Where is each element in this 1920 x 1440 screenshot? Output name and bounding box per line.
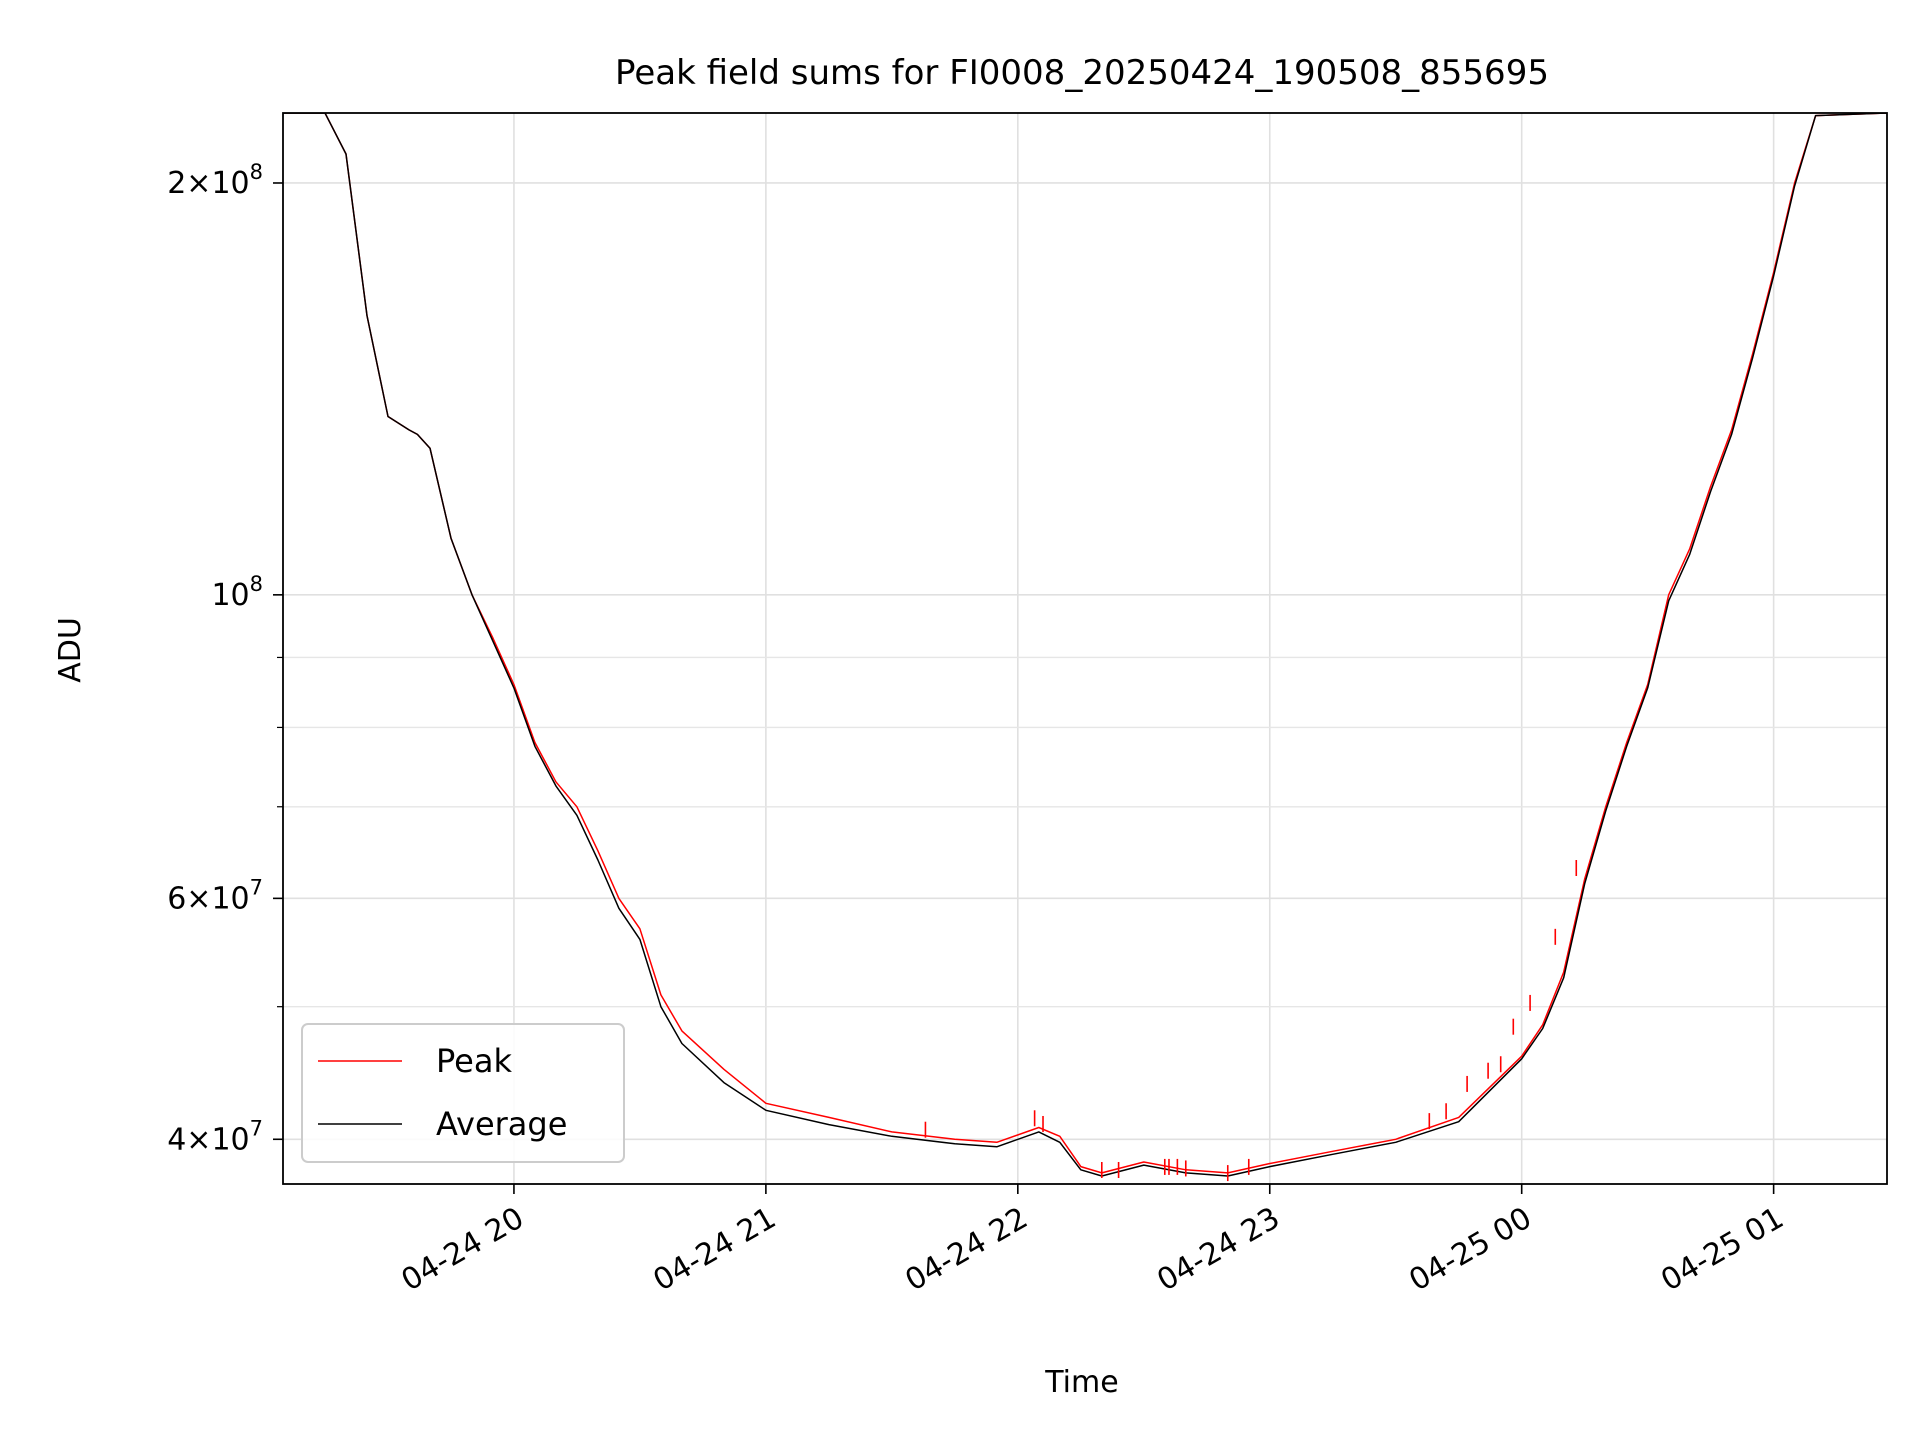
legend-box bbox=[301, 1023, 625, 1163]
y-tick-label: 4×107 bbox=[167, 1116, 263, 1157]
legend: Peak Average bbox=[301, 1023, 625, 1163]
y-tick-label: 6×107 bbox=[167, 875, 263, 916]
plot-area-frame bbox=[282, 112, 1888, 1185]
legend-label-average: Average bbox=[436, 1105, 567, 1143]
y-tick-label: 2×108 bbox=[167, 160, 263, 201]
series-line-average bbox=[283, 113, 1887, 1177]
y-axis-label: ADU bbox=[53, 617, 88, 683]
y-axis: 4×107 6×107 108 2×108 bbox=[167, 160, 283, 1157]
chart-title: Peak field sums for FI0008_20250424_1905… bbox=[615, 53, 1549, 93]
legend-label-peak: Peak bbox=[436, 1042, 512, 1080]
x-axis-label: Time bbox=[1044, 1365, 1118, 1400]
series-layer bbox=[283, 113, 1887, 1182]
y-tick-label: 108 bbox=[211, 572, 263, 613]
